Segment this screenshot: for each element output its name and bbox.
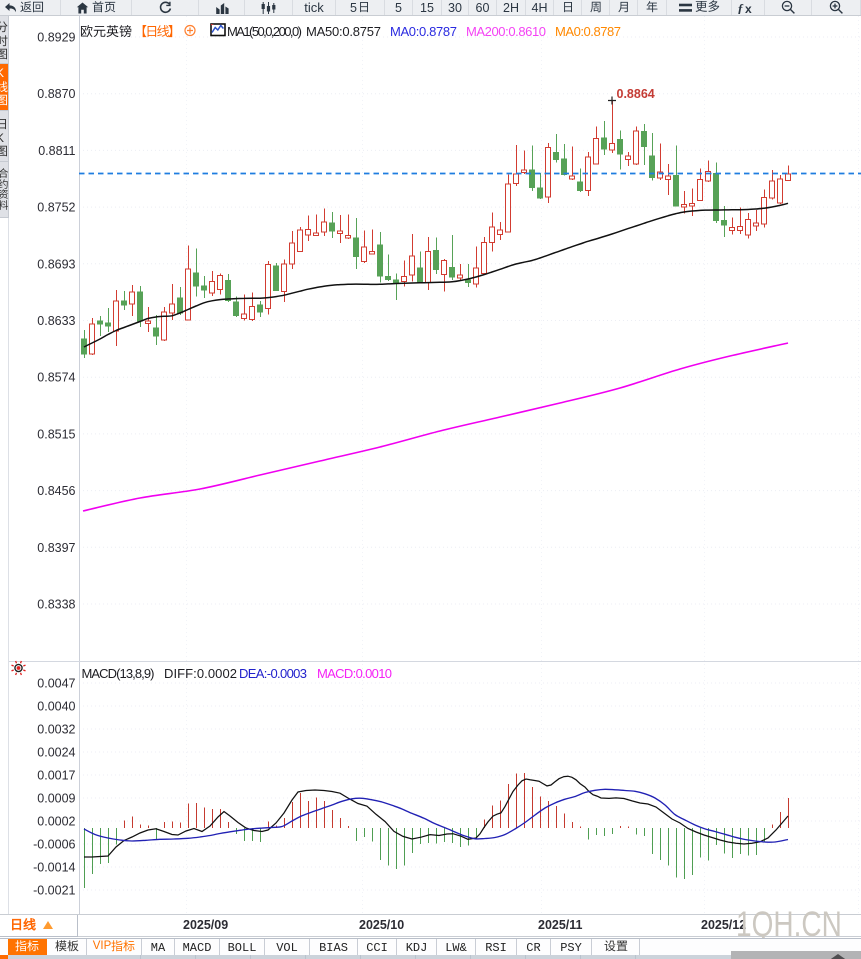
svg-text:MA200:0.8610: MA200:0.8610 [466,24,546,39]
svg-text:MA0:0.8787: MA0:0.8787 [555,24,621,39]
svg-text:0.0002: 0.0002 [37,815,75,829]
svg-text:0.0032: 0.0032 [37,723,75,737]
svg-text:MA0:0.8787: MA0:0.8787 [390,24,457,39]
svg-text:0.0017: 0.0017 [37,769,75,783]
svg-text:DIFF:0.0002: DIFF:0.0002 [164,666,237,681]
svg-text:0.0047: 0.0047 [37,677,75,691]
svg-text:0.8515: 0.8515 [37,427,75,441]
svg-text:x: x [745,2,752,14]
svg-text:-0.0006: -0.0006 [33,838,75,852]
svg-text:-0.0021: -0.0021 [33,884,75,898]
svg-text:0.8633: 0.8633 [37,314,75,328]
svg-text:0.8870: 0.8870 [37,87,75,101]
svg-text:MACD(13,8,9): MACD(13,8,9) [82,666,155,681]
svg-text:f: f [738,2,744,14]
svg-text:MACD:0.0010: MACD:0.0010 [317,666,392,681]
svg-text:0.8574: 0.8574 [37,371,75,385]
svg-text:0.8864: 0.8864 [617,87,655,101]
svg-text:0.8752: 0.8752 [37,201,75,215]
svg-text:MA50:0.8757: MA50:0.8757 [306,24,381,39]
svg-text:0.0040: 0.0040 [37,700,75,714]
svg-text:0.8693: 0.8693 [37,257,75,271]
svg-text:MA1(50,0,200,0): MA1(50,0,200,0) [227,24,302,39]
svg-text:0.0024: 0.0024 [37,746,75,760]
svg-text:0.8929: 0.8929 [37,31,75,45]
svg-text:0.0009: 0.0009 [37,792,75,806]
svg-text:0.8338: 0.8338 [37,598,75,612]
svg-text:DEA:-0.0003: DEA:-0.0003 [239,666,307,681]
svg-text:0.8811: 0.8811 [38,144,75,158]
svg-text:0.8456: 0.8456 [37,484,75,498]
svg-text:-0.0014: -0.0014 [33,861,75,875]
svg-text:0.8397: 0.8397 [37,541,75,555]
